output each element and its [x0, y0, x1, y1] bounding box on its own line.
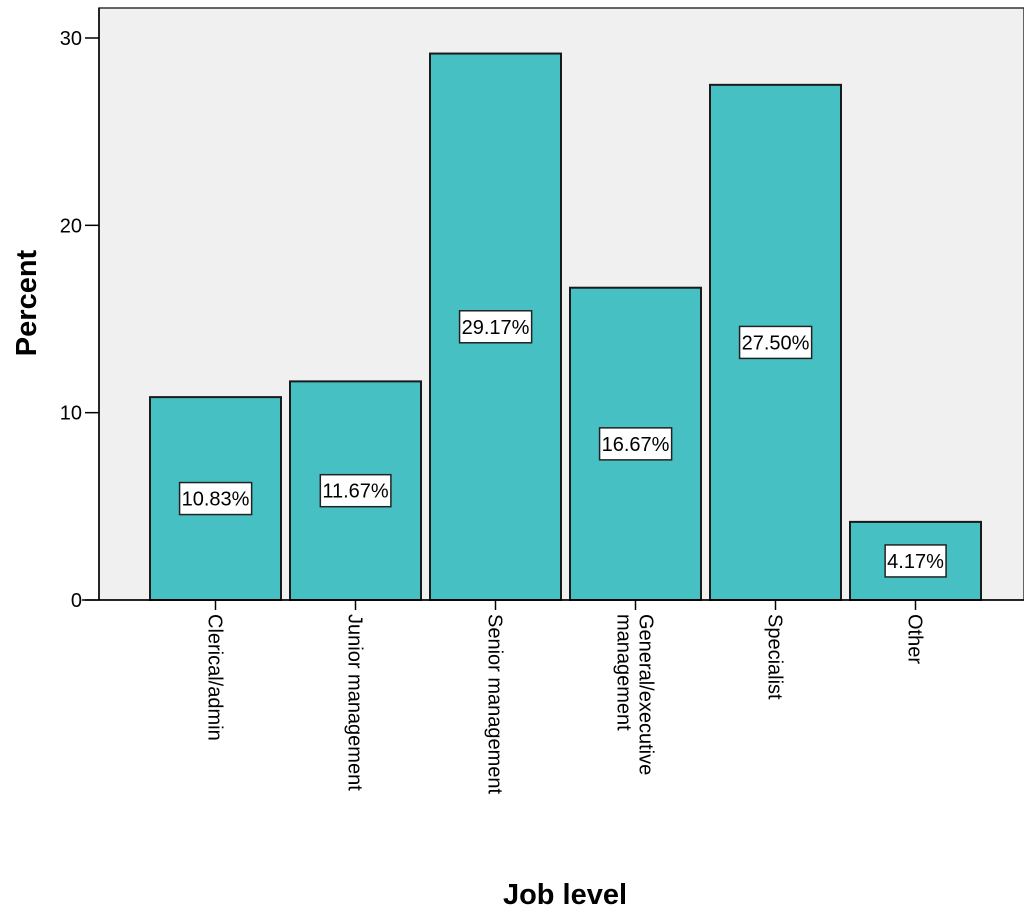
y-tick-label: 10: [60, 403, 82, 425]
y-tick-label: 0: [71, 590, 82, 612]
data-label: 29.17%: [458, 310, 533, 344]
data-label-box: [458, 310, 533, 344]
category-label: Senior management: [484, 614, 506, 795]
data-label-text: 4.17%: [887, 551, 944, 573]
category-label: management: [613, 614, 635, 731]
y-tick-label: 30: [60, 28, 82, 50]
data-label-box: [738, 325, 813, 360]
data-label-text: 11.67%: [322, 481, 389, 503]
data-label-text: 10.83%: [182, 489, 250, 511]
x-axis-title: Job level: [503, 879, 627, 911]
data-label: 11.67%: [319, 473, 392, 508]
category-label: Junior management: [344, 614, 366, 791]
data-label-box: [178, 481, 253, 516]
data-label: 16.67%: [598, 427, 673, 461]
category-label: Specialist: [764, 614, 786, 700]
category-label: Other: [904, 614, 926, 664]
data-label-box: [319, 473, 392, 508]
data-label-box: [884, 544, 947, 578]
data-label-text: 16.67%: [602, 434, 670, 456]
category-label: General/executive: [635, 614, 657, 775]
x-categories: Clerical/admin Junior management Senior ma…: [204, 600, 926, 795]
data-label-text: 29.17%: [462, 317, 530, 339]
category-label: Clerical/admin: [204, 614, 226, 741]
data-labels: 10.83% 11.67% 29.17% 16.67% 27.50% 4.17%: [178, 310, 947, 578]
y-ticks: 0 10 20 30: [60, 28, 99, 612]
data-label-box: [598, 427, 673, 461]
y-axis-title: Percent: [11, 249, 43, 356]
y-axis: [82, 8, 1024, 601]
data-label: 4.17%: [884, 544, 947, 578]
data-label-text: 27.50%: [742, 332, 810, 354]
data-label: 10.83%: [178, 481, 253, 516]
y-tick-label: 20: [60, 215, 82, 237]
data-label: 27.50%: [738, 325, 813, 360]
